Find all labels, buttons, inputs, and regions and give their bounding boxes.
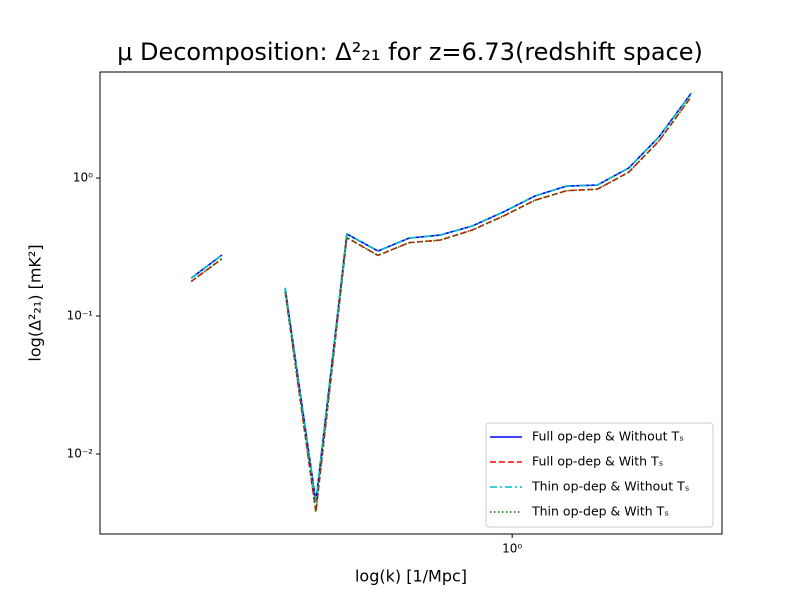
legend-label: Full op-dep & Without Tₛ xyxy=(532,429,684,444)
legend-label: Thin op-dep & With Tₛ xyxy=(531,504,669,519)
plot-frame xyxy=(99,71,723,535)
y-tick-label: 10⁻¹ xyxy=(67,309,94,323)
legend-label: Full op-dep & With Tₛ xyxy=(532,454,663,469)
y-tick-label: 10⁰ xyxy=(73,171,93,185)
chart-title: μ Decomposition: Δ²₂₁ for z=6.73(redshif… xyxy=(117,38,703,66)
series-line xyxy=(190,96,692,513)
y-axis-label: log(Δ²₂₁) [mK²] xyxy=(26,244,45,361)
legend-box xyxy=(485,422,714,528)
legend-label: Thin op-dep & Without Tₛ xyxy=(531,479,689,494)
series-line xyxy=(190,92,692,502)
x-axis-label: log(k) [1/Mpc] xyxy=(355,567,467,586)
y-tick-label: 10⁻² xyxy=(67,446,94,460)
x-tick-label: 10⁰ xyxy=(502,542,522,556)
